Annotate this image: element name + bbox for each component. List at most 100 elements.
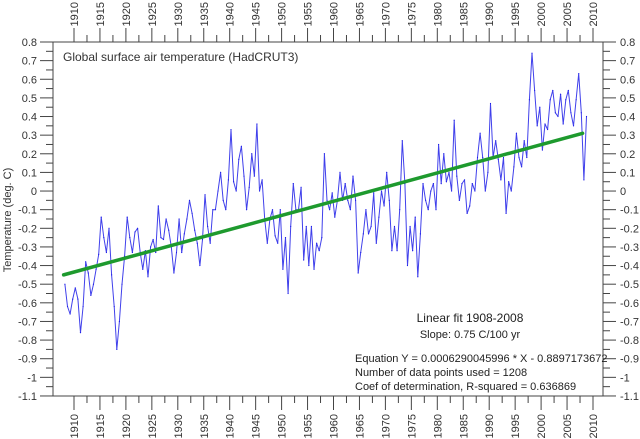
data-point [552,89,554,92]
data-point [261,179,263,181]
x-tick-label-bottom: 1925 [147,414,159,438]
data-point [165,218,167,220]
data-point [500,179,502,181]
data-point [220,171,222,174]
data-point [412,250,414,252]
data-point [575,99,577,101]
x-tick-label-bottom: 1985 [458,414,470,438]
data-point [380,190,383,192]
data-point [313,268,315,270]
data-point [570,112,572,114]
y-tick-label-right: 0.3 [620,130,635,142]
data-point [279,209,281,211]
data-point [69,313,71,315]
data-point [155,251,157,254]
data-point [230,128,232,131]
data-point [502,156,505,159]
data-point [531,52,533,54]
y-tick-label-left: -0.9 [18,354,37,366]
y-tick-label-left: 0 [31,186,37,198]
data-point [373,192,375,194]
data-point [98,253,100,255]
x-tick-label-bottom: 1945 [251,414,263,438]
data-point [131,251,133,254]
data-point [583,179,585,181]
data-point [188,199,191,201]
data-point [251,153,253,155]
data-point [375,242,377,244]
y-tick-label-right: -1.1 [620,391,639,403]
data-point [186,218,188,220]
data-point [357,272,359,274]
x-tick-label-top: 1945 [251,2,263,26]
data-point [484,190,486,192]
data-point [100,216,102,218]
x-tick-label-bottom: 1955 [303,414,315,438]
y-tick-label-left: -0.4 [18,261,37,273]
y-tick-label-right: 0.8 [620,37,635,49]
y-tick-label-right: -0.5 [620,279,639,291]
y-tick-label-left: 0.1 [22,167,37,179]
x-tick-label-bottom: 1910 [69,414,81,438]
data-point [66,305,69,308]
y-tick-label-left: 0.4 [22,112,37,124]
x-tick-label-bottom: 1915 [95,414,107,438]
data-point [536,125,538,127]
data-point [396,250,398,252]
data-point [440,182,442,185]
data-point [201,238,204,241]
data-point [290,225,292,228]
data-point [354,199,357,201]
data-point [450,190,453,192]
x-tick-label-bottom: 1995 [510,414,522,438]
data-point [331,192,333,194]
data-point [157,205,159,207]
data-point [567,89,569,92]
x-tick-label-top: 1990 [484,2,496,26]
y-tick-label-left: -0.3 [18,242,37,254]
data-point [126,216,128,218]
x-tick-label-bottom: 1920 [121,414,133,438]
data-point [196,242,198,244]
data-point [471,182,473,185]
fit-n-points: Number of data points used = 1208 [355,367,527,379]
data-point [448,171,450,174]
series-layer [61,52,588,350]
temperature-series-line [64,52,587,350]
data-point [518,156,520,159]
y-tick-label-right: 0.5 [620,93,635,105]
data-point [362,233,364,235]
data-point [578,73,580,75]
data-point [474,190,476,192]
y-tick-label-right: -0.1 [620,205,639,217]
data-point [284,237,287,239]
x-tick-label-top: 1975 [406,2,418,26]
x-tick-label-top: 1925 [147,2,159,26]
data-point [479,132,481,134]
data-point [510,190,512,192]
data-point [393,225,396,228]
data-point [489,102,492,105]
data-point [497,158,499,160]
y-tick-label-right: 0.6 [620,74,635,86]
data-point [406,264,409,267]
y-tick-label-left: -0.1 [18,205,37,217]
x-tick-label-top: 1930 [173,2,185,26]
x-tick-label-bottom: 1930 [173,414,185,438]
data-point [95,268,97,270]
chart-title: Global surface air temperature (HadCRUT3… [63,50,298,64]
data-point [453,119,455,121]
data-point [181,251,183,254]
data-point [463,179,466,181]
y-tick-label-left: -1.1 [18,391,37,403]
data-point [388,199,390,201]
y-tick-label-left: 0.2 [22,149,37,161]
data-point [417,276,419,278]
plot-frame [52,41,604,397]
x-tick-label-bottom: 2005 [562,414,574,438]
data-point [549,99,551,101]
y-tick-label-right: -0.7 [620,316,639,328]
data-point [277,242,279,244]
data-point [310,225,313,228]
data-point [305,225,307,228]
